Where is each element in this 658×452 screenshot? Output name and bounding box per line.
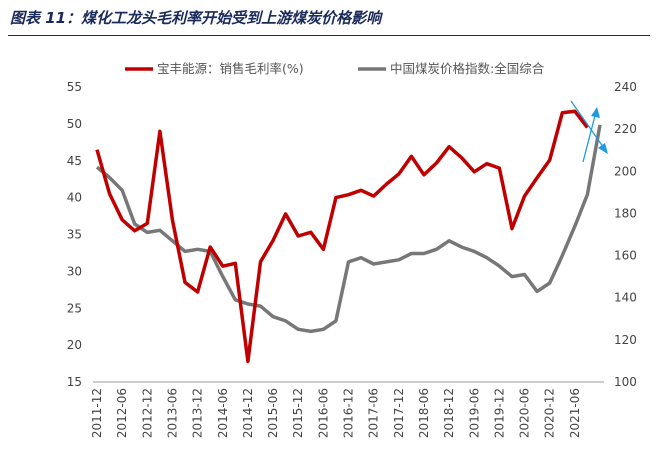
x-tick-label: 2019-06 bbox=[467, 388, 481, 438]
y-right-tick-label: 140 bbox=[614, 291, 637, 305]
x-tick-label: 2012-12 bbox=[140, 388, 154, 438]
x-tick-label: 2018-12 bbox=[442, 388, 456, 438]
y-left-tick-label: 25 bbox=[67, 301, 82, 315]
x-tick-label: 2013-06 bbox=[165, 388, 179, 438]
series-line-margin bbox=[95, 109, 589, 364]
y-left-tick-label: 15 bbox=[67, 375, 82, 389]
series-line-coal-index bbox=[95, 124, 602, 334]
y-left-tick-label: 35 bbox=[67, 228, 82, 242]
legend-label-margin: 宝丰能源：销售毛利率(%) bbox=[157, 61, 304, 76]
annotation-arrow-down bbox=[570, 100, 607, 152]
x-tick-label: 2021-06 bbox=[568, 388, 582, 438]
x-tick-label: 2012-06 bbox=[115, 388, 129, 438]
x-tick-label: 2019-12 bbox=[492, 388, 506, 438]
y-right-tick-label: 220 bbox=[614, 122, 637, 136]
y-left-tick-label: 55 bbox=[67, 80, 82, 94]
x-tick-label: 2020-06 bbox=[518, 388, 532, 438]
y-right-tick-label: 240 bbox=[614, 80, 637, 94]
y-right-tick-labels: 100 120 140 160 180 200 220 240 bbox=[614, 80, 637, 389]
y-right-tick-label: 100 bbox=[614, 375, 637, 389]
y-left-tick-label: 45 bbox=[67, 154, 82, 168]
trend-annotations bbox=[570, 100, 608, 163]
x-tick-label: 2017-12 bbox=[392, 388, 406, 438]
title-rule bbox=[8, 35, 650, 36]
x-tick-label: 2016-06 bbox=[316, 388, 330, 438]
y-left-tick-label: 50 bbox=[67, 117, 82, 131]
y-left-tick-label: 20 bbox=[67, 338, 82, 352]
x-tick-label: 2020-12 bbox=[543, 388, 557, 438]
annotation-arrow-up bbox=[582, 107, 598, 163]
y-left-tick-label: 30 bbox=[67, 264, 82, 278]
x-tick-label: 2014-06 bbox=[216, 388, 230, 438]
x-tick-label: 2018-06 bbox=[417, 388, 431, 438]
y-left-tick-labels: 15 20 25 30 35 40 45 50 55 bbox=[67, 80, 82, 389]
annotation-arrowhead-up bbox=[591, 107, 600, 118]
figure-title: 图表 11：煤化工龙头毛利率开始受到上游煤炭价格影响 bbox=[10, 9, 382, 27]
x-tick-label: 2015-06 bbox=[266, 388, 280, 438]
y-left-tick-label: 40 bbox=[67, 191, 82, 205]
x-tick-label: 2017-06 bbox=[367, 388, 381, 438]
legend: 宝丰能源：销售毛利率(%) 中国煤炭价格指数:全国综合 bbox=[125, 61, 545, 76]
x-tick-label: 2013-12 bbox=[191, 388, 205, 438]
chart-axes: 2011-12 2012-06 2012-12 2013-06 2013-12 2014-… bbox=[67, 80, 637, 438]
series-layer bbox=[95, 109, 602, 364]
x-tick-label: 2011-12 bbox=[90, 388, 104, 438]
x-tick-labels: 2011-12 2012-06 2012-12 2013-06 2013-12 2014-… bbox=[90, 388, 582, 438]
y-right-tick-label: 120 bbox=[614, 333, 637, 347]
y-right-tick-label: 160 bbox=[614, 249, 637, 263]
y-right-tick-label: 180 bbox=[614, 206, 637, 220]
y-right-tick-label: 200 bbox=[614, 164, 637, 178]
annotation-arrowhead-down bbox=[598, 143, 608, 154]
x-tick-label: 2014-12 bbox=[241, 388, 255, 438]
x-tick-label: 2015-12 bbox=[291, 388, 305, 438]
x-tick-label: 2016-12 bbox=[342, 388, 356, 438]
legend-label-coal-index: 中国煤炭价格指数:全国综合 bbox=[390, 61, 545, 76]
